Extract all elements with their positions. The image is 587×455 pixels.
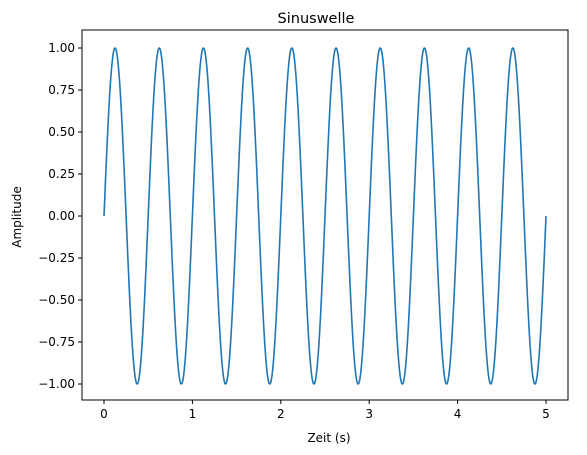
y-tick-label: −0.25 — [38, 251, 75, 265]
y-tick-label: −0.50 — [38, 293, 75, 307]
y-tick-label: 0.75 — [48, 83, 75, 97]
series-line — [103, 47, 547, 385]
y-tick-label: 0.00 — [48, 209, 75, 223]
plot-frame — [81, 29, 569, 401]
y-tick-label: −0.75 — [38, 335, 75, 349]
y-tick-label: 0.25 — [48, 167, 75, 181]
chart-title: Sinuswelle — [278, 11, 355, 27]
x-tick-label: 3 — [365, 407, 373, 421]
x-tick-label: 2 — [277, 407, 285, 421]
x-tick-label: 1 — [189, 407, 197, 421]
y-tick-label: −1.00 — [38, 377, 75, 391]
y-axis-label: Amplitude — [10, 186, 24, 248]
x-axis-label: Zeit (s) — [307, 431, 350, 445]
y-axis: 1.00 0.75 0.50 0.25 0.00 −0.25 −0.50 −0.75 −1.00 — [38, 41, 82, 391]
x-tick-label: 0 — [100, 407, 108, 421]
x-tick-label: 5 — [542, 407, 550, 421]
y-tick-label: 0.50 — [48, 125, 75, 139]
x-tick-label: 4 — [454, 407, 462, 421]
x-axis: 0 1 2 3 4 5 — [100, 400, 550, 421]
y-tick-label: 1.00 — [48, 41, 75, 55]
